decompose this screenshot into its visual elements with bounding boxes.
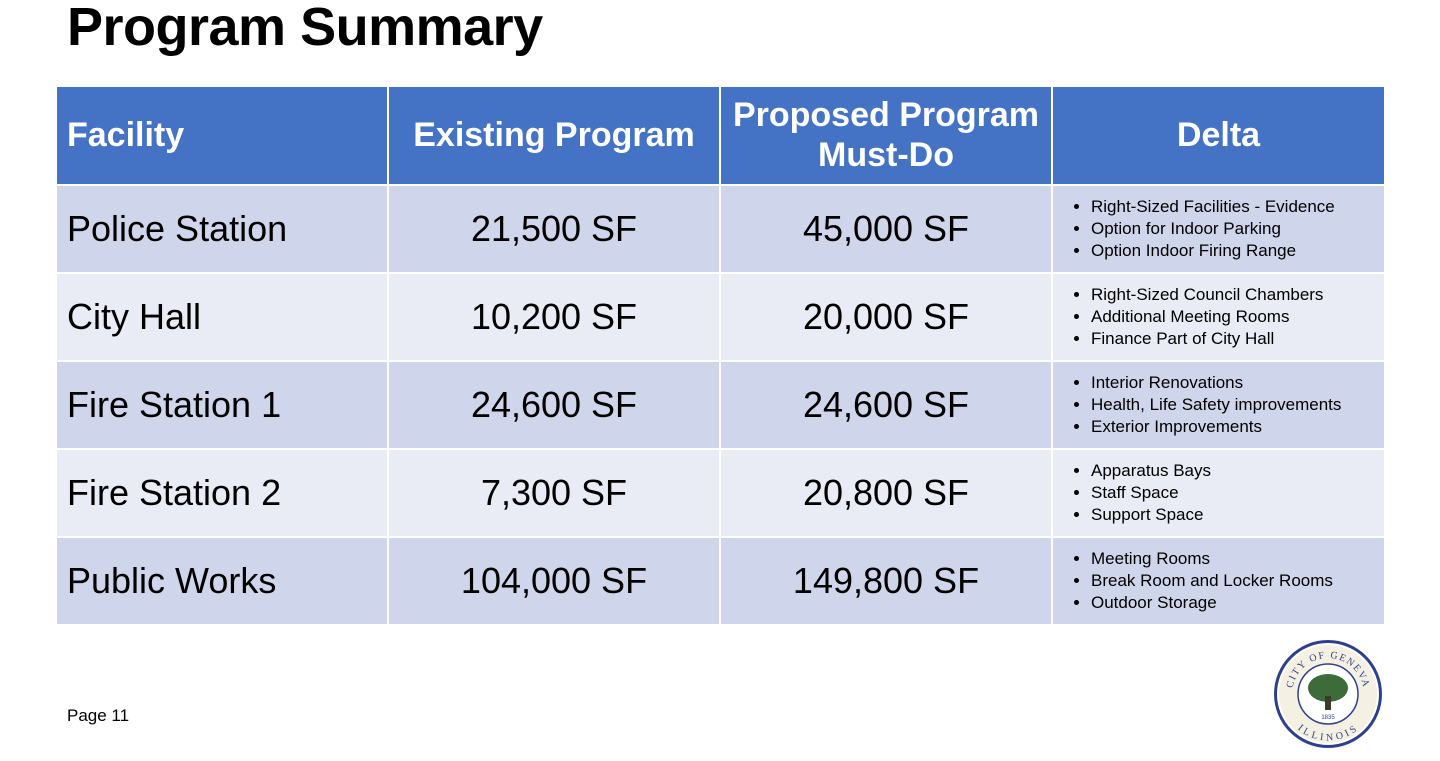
delta-cell: Interior RenovationsHealth, Life Safety … — [1053, 362, 1384, 448]
proposed-cell: 45,000 SF — [721, 186, 1051, 272]
header-cell: Facility — [57, 87, 387, 184]
delta-cell: Meeting RoomsBreak Room and Locker Rooms… — [1053, 538, 1384, 624]
delta-cell: Right-Sized Facilities - EvidenceOption … — [1053, 186, 1384, 272]
header-cell: Delta — [1053, 87, 1384, 184]
existing-cell: 21,500 SF — [389, 186, 719, 272]
delta-item: Option Indoor Firing Range — [1091, 240, 1335, 262]
proposed-cell: 149,800 SF — [721, 538, 1051, 624]
existing-cell: 104,000 SF — [389, 538, 719, 624]
delta-item: Support Space — [1091, 504, 1211, 526]
delta-item: Health, Life Safety improvements — [1091, 394, 1341, 416]
delta-cell: Right-Sized Council ChambersAdditional M… — [1053, 274, 1384, 360]
proposed-cell: 24,600 SF — [721, 362, 1051, 448]
existing-cell: 7,300 SF — [389, 450, 719, 536]
delta-item: Finance Part of City Hall — [1091, 328, 1323, 350]
delta-list: Interior RenovationsHealth, Life Safety … — [1067, 372, 1341, 438]
header-cell: Proposed Program Must-Do — [721, 87, 1051, 184]
delta-list: Apparatus BaysStaff SpaceSupport Space — [1067, 460, 1211, 526]
proposed-cell: 20,000 SF — [721, 274, 1051, 360]
header-cell: Existing Program — [389, 87, 719, 184]
delta-item: Right-Sized Facilities - Evidence — [1091, 196, 1335, 218]
proposed-cell: 20,800 SF — [721, 450, 1051, 536]
delta-item: Interior Renovations — [1091, 372, 1341, 394]
delta-list: Right-Sized Facilities - EvidenceOption … — [1067, 196, 1335, 262]
delta-list: Meeting RoomsBreak Room and Locker Rooms… — [1067, 548, 1333, 614]
delta-item: Right-Sized Council Chambers — [1091, 284, 1323, 306]
delta-list: Right-Sized Council ChambersAdditional M… — [1067, 284, 1323, 350]
facility-cell: Police Station — [57, 186, 387, 272]
existing-cell: 10,200 SF — [389, 274, 719, 360]
delta-item: Meeting Rooms — [1091, 548, 1333, 570]
city-seal: CITY OF GENEVA ILLINOIS 1835 — [1274, 640, 1382, 748]
seal-tree — [1308, 674, 1348, 702]
facility-cell: Public Works — [57, 538, 387, 624]
slide-title: Program Summary — [67, 0, 543, 57]
seal-year: 1835 — [1321, 715, 1335, 721]
program-table: Facility Existing Program Proposed Program… — [57, 87, 1384, 624]
delta-item: Exterior Improvements — [1091, 416, 1341, 438]
delta-item: Staff Space — [1091, 482, 1211, 504]
delta-item: Outdoor Storage — [1091, 592, 1333, 614]
facility-cell: City Hall — [57, 274, 387, 360]
page-number: Page 11 — [67, 706, 130, 725]
seal-trunk — [1325, 696, 1331, 710]
delta-item: Option for Indoor Parking — [1091, 218, 1335, 240]
delta-item: Apparatus Bays — [1091, 460, 1211, 482]
delta-cell: Apparatus BaysStaff SpaceSupport Space — [1053, 450, 1384, 536]
delta-item: Break Room and Locker Rooms — [1091, 570, 1333, 592]
delta-item: Additional Meeting Rooms — [1091, 306, 1323, 328]
facility-cell: Fire Station 2 — [57, 450, 387, 536]
existing-cell: 24,600 SF — [389, 362, 719, 448]
facility-cell: Fire Station 1 — [57, 362, 387, 448]
